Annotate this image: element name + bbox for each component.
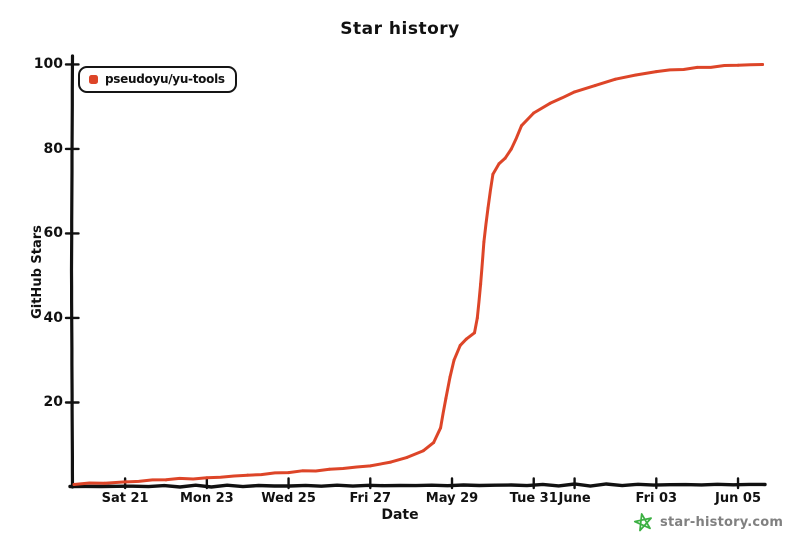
- x-tick-label: Mon 23: [179, 491, 234, 506]
- data-point: [613, 77, 617, 81]
- x-tick-label: Wed 25: [261, 491, 316, 506]
- y-tick-label: 60: [43, 225, 63, 242]
- series-marker-icon: [89, 74, 98, 84]
- data-point: [464, 337, 468, 341]
- data-point: [509, 147, 513, 151]
- series-line: [72, 63, 764, 486]
- data-point: [497, 162, 501, 166]
- data-point: [634, 73, 638, 77]
- watermark-text: star-history.com: [660, 515, 784, 530]
- data-point: [548, 101, 552, 105]
- data-point: [164, 478, 168, 482]
- data-point: [475, 316, 479, 320]
- data-point: [486, 206, 490, 210]
- data-point: [573, 90, 577, 94]
- data-point: [654, 70, 658, 74]
- y-axis: [69, 54, 75, 489]
- legend: pseudoyu/yu-tools: [78, 66, 237, 93]
- data-point: [444, 396, 448, 400]
- data-point: [287, 471, 291, 475]
- data-point: [405, 455, 409, 459]
- data-point: [761, 62, 765, 66]
- data-point: [503, 156, 507, 160]
- data-point: [593, 84, 597, 88]
- data-point: [448, 375, 452, 379]
- x-tick-label: Fri 27: [349, 491, 392, 506]
- x-tick-label: May 29: [425, 491, 479, 506]
- data-point: [736, 63, 740, 67]
- data-point: [472, 331, 476, 335]
- data-point: [458, 343, 462, 347]
- legend-label: pseudoyu/yu-tools: [105, 72, 225, 86]
- star-logo-icon: [633, 513, 652, 532]
- data-point: [327, 467, 331, 471]
- data-point: [205, 476, 209, 480]
- y-tick-label: 40: [43, 309, 63, 326]
- x-tick-label: Tue 31: [509, 491, 558, 506]
- x-axis-title: Date: [381, 507, 419, 523]
- data-point: [72, 482, 76, 486]
- data-point: [368, 464, 372, 468]
- data-point: [389, 460, 393, 464]
- data-point: [482, 240, 486, 244]
- chart-title: Star history: [340, 19, 460, 39]
- data-point: [491, 172, 495, 176]
- data-point: [479, 282, 483, 286]
- y-tick-label: 80: [43, 140, 63, 157]
- watermark[interactable]: star-history.com: [633, 512, 783, 533]
- data-point: [532, 111, 536, 115]
- data-point: [123, 480, 127, 484]
- data-point: [432, 441, 436, 445]
- data-point: [103, 481, 107, 485]
- y-tick-label: 100: [33, 56, 63, 73]
- data-point: [519, 124, 523, 128]
- data-point: [421, 449, 425, 453]
- data-point: [452, 358, 456, 362]
- y-tick-label: 20: [43, 394, 63, 411]
- x-tick-label: Sat 21: [101, 491, 149, 506]
- data-point: [246, 473, 250, 477]
- data-point: [439, 426, 443, 430]
- x-tick-label: Fri 03: [635, 491, 678, 506]
- x-tick-label: Jun 05: [715, 491, 762, 506]
- data-point: [695, 65, 699, 69]
- x-tick-label: June: [558, 491, 591, 506]
- x-axis: [68, 482, 767, 489]
